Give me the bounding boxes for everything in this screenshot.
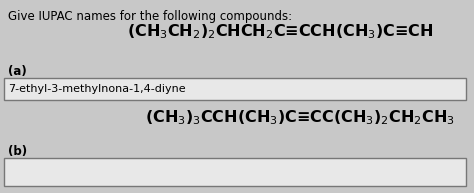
Bar xyxy=(4,78,466,100)
Text: (CH$_3$)$_3$CCH(CH$_3$)C≡CC(CH$_3$)$_2$CH$_2$CH$_3$: (CH$_3$)$_3$CCH(CH$_3$)C≡CC(CH$_3$)$_2$C… xyxy=(145,108,455,127)
Text: (CH$_3$CH$_2$)$_2$CHCH$_2$C≡CCH(CH$_3$)C≡CH: (CH$_3$CH$_2$)$_2$CHCH$_2$C≡CCH(CH$_3$)C… xyxy=(127,22,433,41)
Text: 7-ethyl-3-methylnona-1,4-diyne: 7-ethyl-3-methylnona-1,4-diyne xyxy=(8,84,186,94)
Bar xyxy=(4,158,466,186)
Text: Give IUPAC names for the following compounds:: Give IUPAC names for the following compo… xyxy=(8,10,292,23)
Text: (b): (b) xyxy=(8,145,27,158)
Text: (a): (a) xyxy=(8,65,27,78)
